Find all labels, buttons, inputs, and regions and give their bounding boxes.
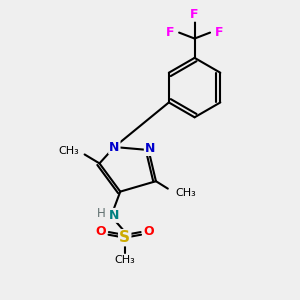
Text: F: F <box>166 26 175 39</box>
Text: S: S <box>119 230 130 245</box>
Text: N: N <box>109 140 119 154</box>
Text: CH₃: CH₃ <box>58 146 79 157</box>
Text: CH₃: CH₃ <box>114 255 135 265</box>
Text: F: F <box>215 26 223 39</box>
Text: O: O <box>96 225 106 238</box>
Text: N: N <box>109 209 119 222</box>
Text: H: H <box>97 207 105 220</box>
Text: N: N <box>145 142 155 155</box>
Text: F: F <box>190 8 199 21</box>
Text: O: O <box>143 225 154 238</box>
Text: CH₃: CH₃ <box>175 188 196 198</box>
